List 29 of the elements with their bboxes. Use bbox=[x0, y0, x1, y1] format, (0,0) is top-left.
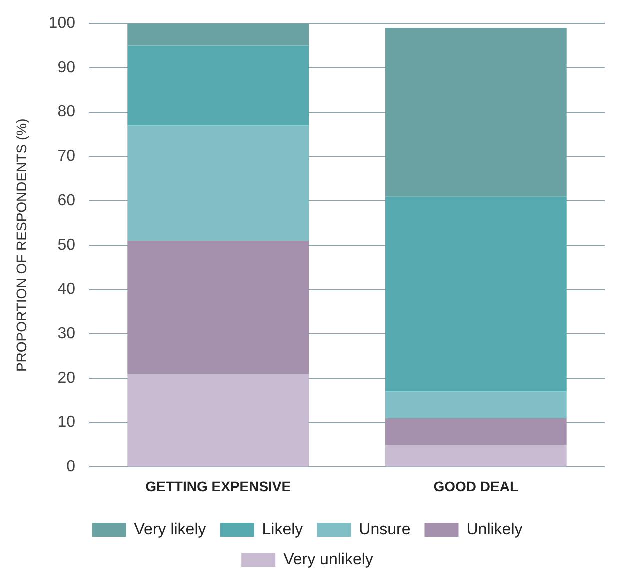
bar bbox=[128, 374, 310, 467]
y-tick-label: 10 bbox=[58, 414, 76, 432]
bar bbox=[128, 126, 310, 241]
x-tick-label: GETTING EXPENSIVE bbox=[146, 478, 292, 494]
bar bbox=[128, 240, 310, 374]
y-tick-label: 40 bbox=[58, 281, 76, 298]
legend-label: Unsure bbox=[359, 521, 411, 538]
y-tick-label: 20 bbox=[58, 370, 76, 387]
y-tick-label: 30 bbox=[58, 326, 76, 343]
legend-label: Likely bbox=[262, 521, 304, 538]
y-tick-label: 0 bbox=[66, 458, 76, 476]
x-tick-label: GOOD DEAL bbox=[434, 478, 519, 494]
bar bbox=[385, 28, 567, 197]
legend-label: Very unlikely bbox=[284, 551, 374, 568]
bar bbox=[128, 46, 310, 126]
y-tick-label: 50 bbox=[58, 236, 76, 254]
y-tick-label: 60 bbox=[58, 192, 76, 210]
y-tick-label: 70 bbox=[58, 148, 76, 166]
bar bbox=[385, 392, 567, 418]
y-tick-label: 80 bbox=[58, 104, 76, 121]
bar bbox=[128, 24, 310, 46]
bar bbox=[385, 196, 567, 392]
legend-label: Very likely bbox=[134, 521, 206, 538]
y-axis-title: PROPORTION OF RESPONDENTS (%) bbox=[13, 118, 30, 372]
bar bbox=[385, 445, 567, 467]
y-tick-label: 90 bbox=[58, 59, 76, 76]
bar bbox=[385, 418, 567, 446]
legend-label: Unlikely bbox=[466, 521, 523, 538]
y-tick-label: 100 bbox=[48, 15, 76, 32]
